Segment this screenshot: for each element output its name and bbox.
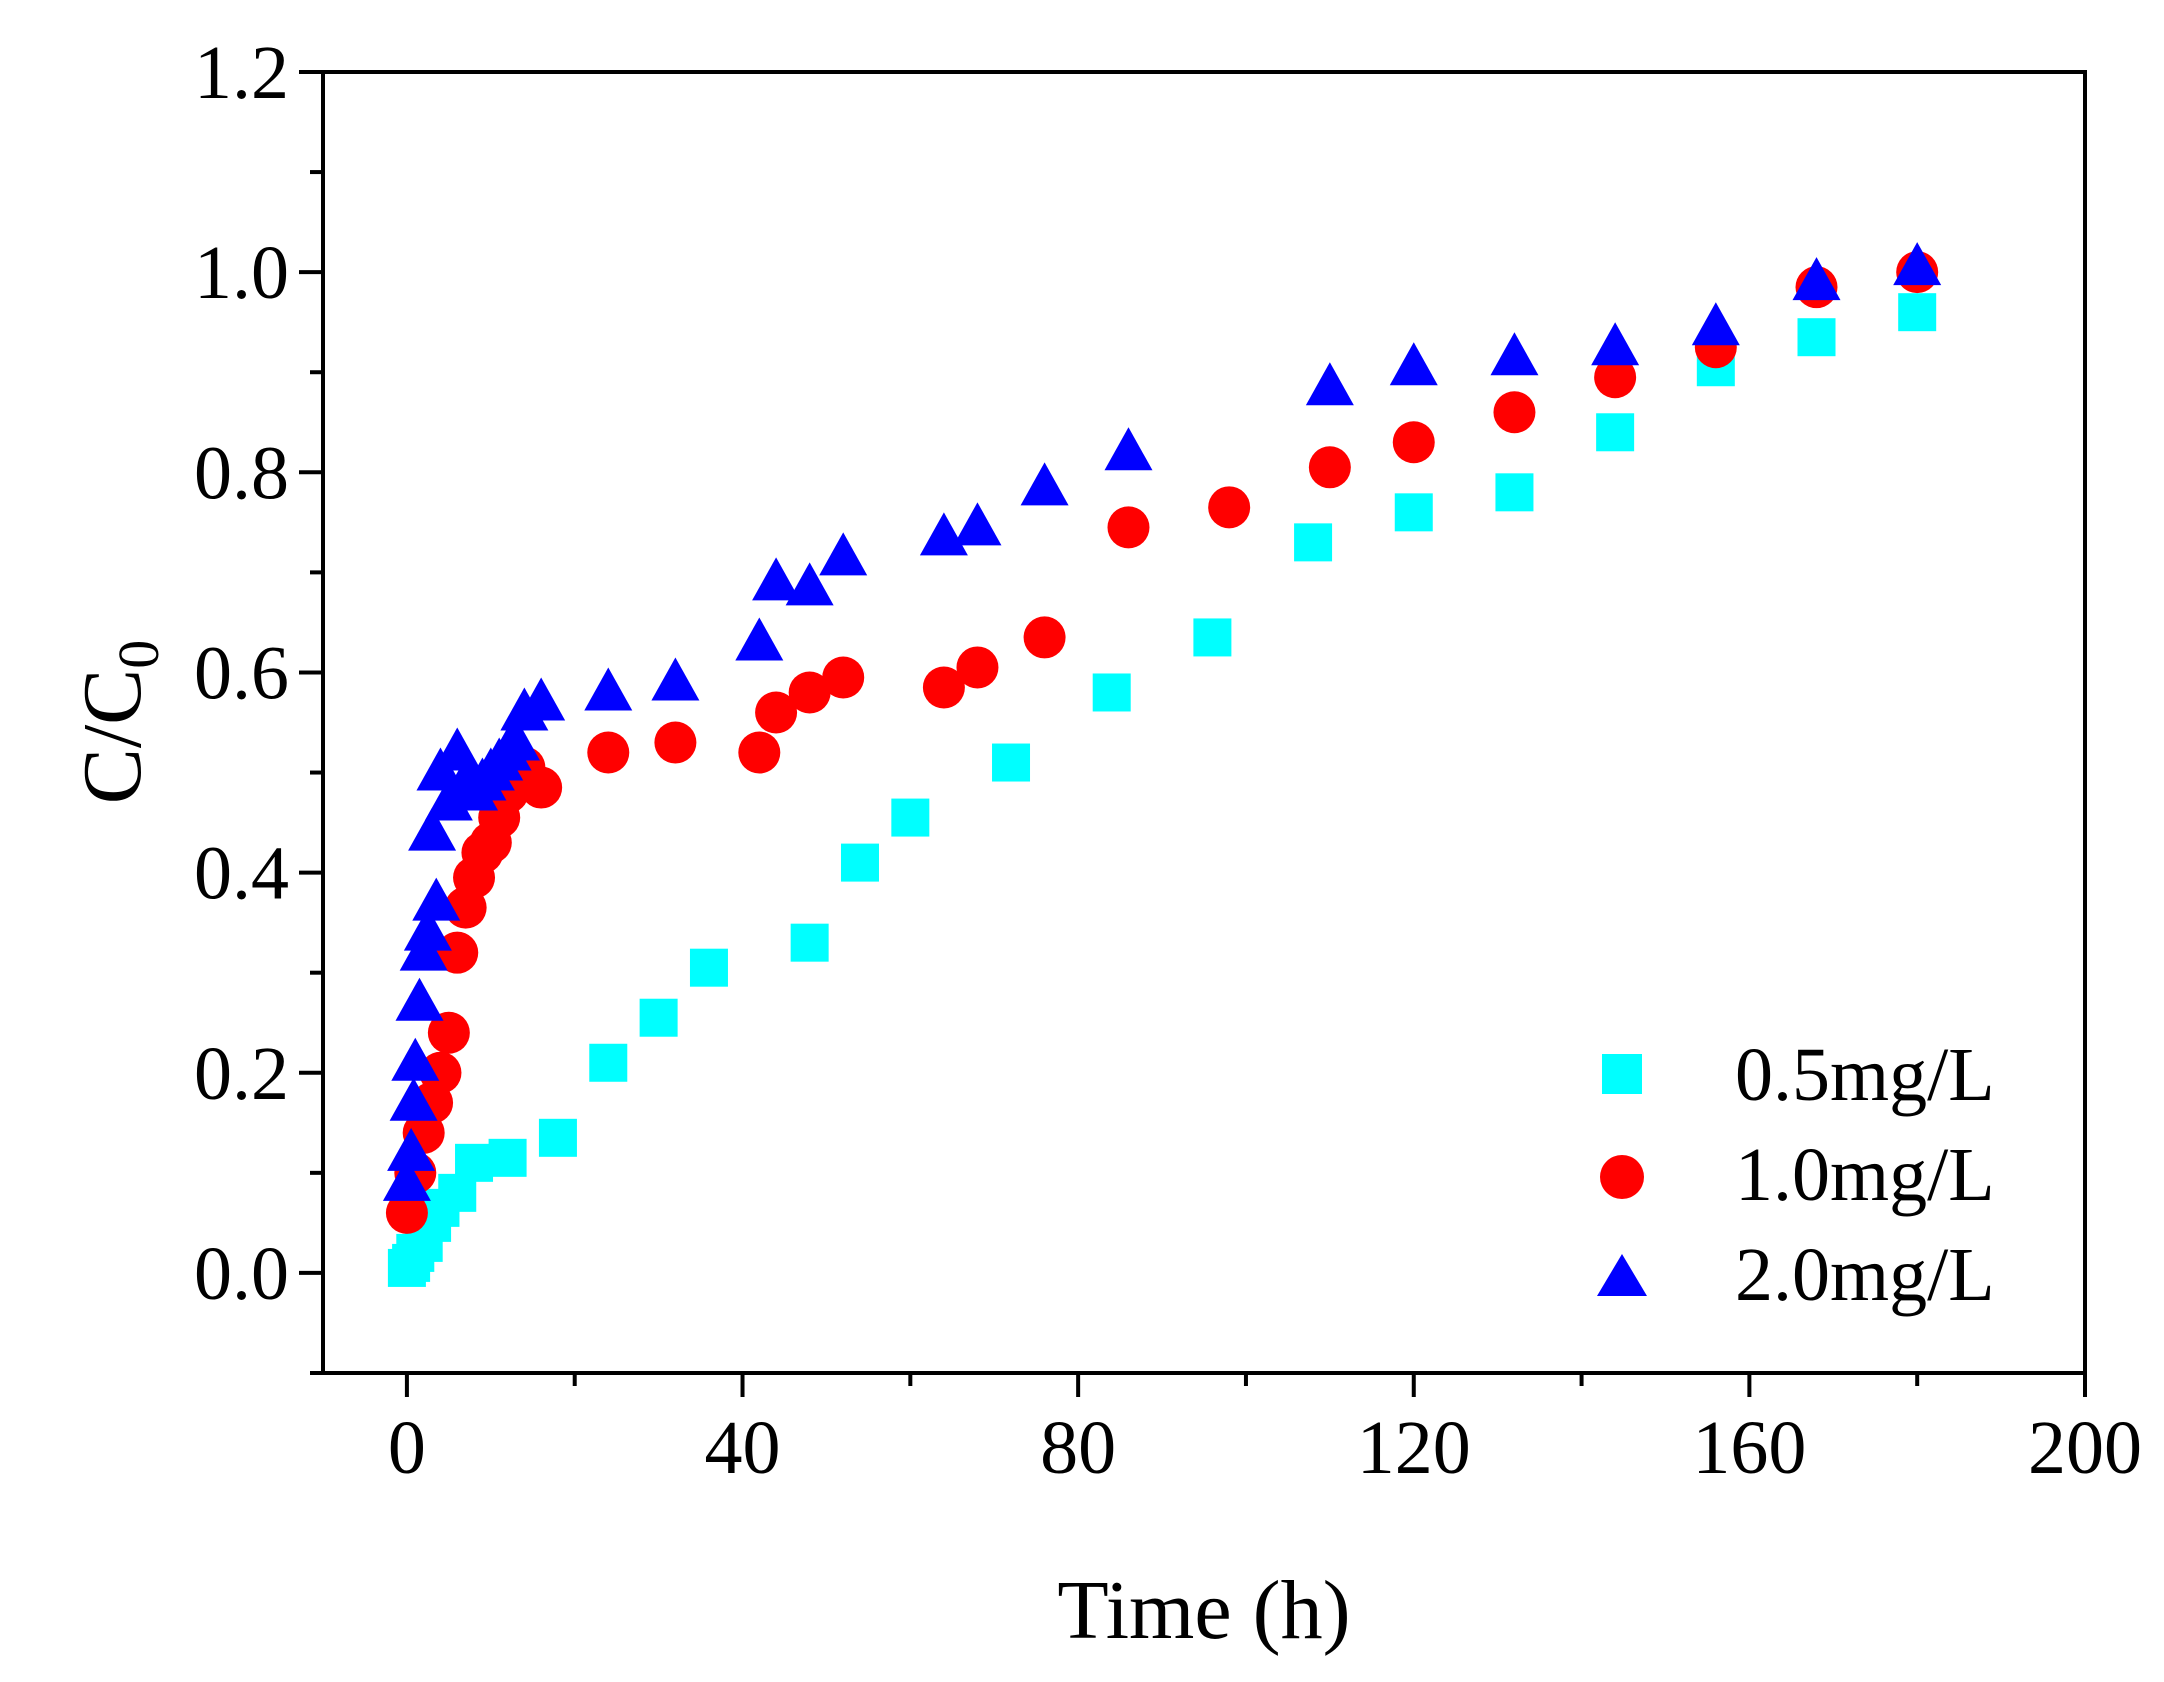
point-1.0mg/L xyxy=(1107,506,1150,549)
point-2.0mg/L xyxy=(651,657,700,701)
point-2.0mg/L xyxy=(819,532,868,576)
y-axis-label-subscript: 0 xyxy=(106,640,171,669)
legend-item-1: 1.0mg/L xyxy=(1600,1133,1995,1217)
point-1.0mg/L xyxy=(755,691,798,734)
point-2.0mg/L xyxy=(1792,257,1841,301)
point-0.5mg/L xyxy=(455,1143,494,1182)
point-1.0mg/L xyxy=(385,1191,428,1234)
point-1.0mg/L xyxy=(788,671,831,714)
x-axis-ticks: 0 40 80 120 160 200 xyxy=(388,1373,2142,1490)
point-2.0mg/L xyxy=(408,807,457,851)
point-2.0mg/L xyxy=(395,977,444,1021)
point-0.5mg/L xyxy=(689,948,728,987)
x-tick-label: 120 xyxy=(1357,1406,1471,1490)
point-0.5mg/L xyxy=(1092,673,1131,712)
point-1.0mg/L xyxy=(1493,391,1536,434)
legend-item-0: 0.5mg/L xyxy=(1602,1033,1995,1117)
point-1.0mg/L xyxy=(738,731,781,774)
x-axis-label: Time (h) xyxy=(1057,1564,1350,1657)
y-tick-label: 0.0 xyxy=(194,1232,289,1316)
point-1.0mg/L xyxy=(922,666,965,709)
point-1.0mg/L xyxy=(1308,446,1351,489)
y-axis-label-main: C/C xyxy=(66,669,159,804)
point-2.0mg/L xyxy=(382,1157,431,1201)
point-2.0mg/L xyxy=(389,1077,438,1121)
y-axis-label: C/C0 xyxy=(66,640,171,804)
legend-item-2: 2.0mg/L xyxy=(1597,1233,1995,1317)
point-1.0mg/L xyxy=(956,646,999,689)
point-1.0mg/L xyxy=(520,766,563,809)
point-1.0mg/L xyxy=(1392,421,1435,464)
point-1.0mg/L xyxy=(419,1051,462,1094)
legend: 0.5mg/L 1.0mg/L 2.0mg/L xyxy=(1597,1033,1995,1317)
point-1.0mg/L xyxy=(1594,356,1637,399)
y-tick-label: 1.2 xyxy=(194,31,289,115)
point-0.5mg/L xyxy=(1294,523,1333,562)
point-0.5mg/L xyxy=(790,923,829,962)
point-1.0mg/L xyxy=(1023,616,1066,659)
point-0.5mg/L xyxy=(1193,618,1232,657)
point-1.0mg/L xyxy=(822,656,865,699)
legend-label-0: 0.5mg/L xyxy=(1735,1033,1995,1117)
point-2.0mg/L xyxy=(391,1037,440,1081)
y-tick-label: 0.6 xyxy=(194,631,289,715)
plot-frame xyxy=(321,70,2087,1375)
point-0.5mg/L xyxy=(488,1138,527,1177)
point-1.0mg/L xyxy=(427,1011,470,1054)
point-0.5mg/L xyxy=(891,798,930,837)
point-0.5mg/L xyxy=(840,843,879,882)
point-0.5mg/L xyxy=(639,998,678,1037)
y-axis-ticks: 0.0 0.2 0.4 0.6 0.8 1.0 1.2 xyxy=(194,31,323,1375)
y-tick-label: 1.0 xyxy=(194,231,289,315)
legend-marker-square xyxy=(1602,1054,1642,1094)
x-tick-label: 40 xyxy=(705,1406,781,1490)
point-0.5mg/L xyxy=(1898,293,1937,332)
point-2.0mg/L xyxy=(1104,427,1153,471)
point-2.0mg/L xyxy=(1691,302,1740,346)
point-0.5mg/L xyxy=(1495,473,1534,512)
point-0.5mg/L xyxy=(1797,318,1836,357)
point-2.0mg/L xyxy=(752,557,801,601)
x-tick-label: 160 xyxy=(1692,1406,1806,1490)
point-2.0mg/L xyxy=(403,907,452,951)
data-points xyxy=(382,242,1942,1287)
point-2.0mg/L xyxy=(387,1127,436,1171)
point-2.0mg/L xyxy=(1893,242,1942,286)
point-2.0mg/L xyxy=(1591,322,1640,366)
point-0.5mg/L xyxy=(1596,413,1635,452)
point-2.0mg/L xyxy=(735,617,784,661)
point-1.0mg/L xyxy=(1208,486,1251,529)
y-tick-label: 0.8 xyxy=(194,431,289,515)
point-2.0mg/L xyxy=(1020,462,1069,506)
y-tick-label: 0.2 xyxy=(194,1032,289,1116)
legend-label-1: 1.0mg/L xyxy=(1735,1133,1995,1217)
legend-marker-circle xyxy=(1600,1155,1644,1199)
point-2.0mg/L xyxy=(785,562,834,606)
point-2.0mg/L xyxy=(412,877,461,921)
point-1.0mg/L xyxy=(587,731,630,774)
point-2.0mg/L xyxy=(953,502,1002,546)
point-2.0mg/L xyxy=(1389,342,1438,386)
point-2.0mg/L xyxy=(517,677,566,721)
y-tick-label: 0.4 xyxy=(194,832,289,916)
point-0.5mg/L xyxy=(538,1118,577,1157)
x-tick-label: 200 xyxy=(2028,1406,2142,1490)
point-2.0mg/L xyxy=(1305,362,1354,406)
legend-label-2: 2.0mg/L xyxy=(1735,1233,1995,1317)
legend-marker-triangle xyxy=(1597,1254,1647,1296)
point-1.0mg/L xyxy=(654,721,697,764)
point-0.5mg/L xyxy=(992,743,1031,782)
point-2.0mg/L xyxy=(584,667,633,711)
point-0.5mg/L xyxy=(589,1043,628,1082)
point-2.0mg/L xyxy=(1490,332,1539,376)
x-tick-label: 80 xyxy=(1040,1406,1116,1490)
point-0.5mg/L xyxy=(1394,493,1433,532)
point-2.0mg/L xyxy=(491,717,540,761)
x-tick-label: 0 xyxy=(388,1406,426,1490)
point-2.0mg/L xyxy=(433,727,482,771)
